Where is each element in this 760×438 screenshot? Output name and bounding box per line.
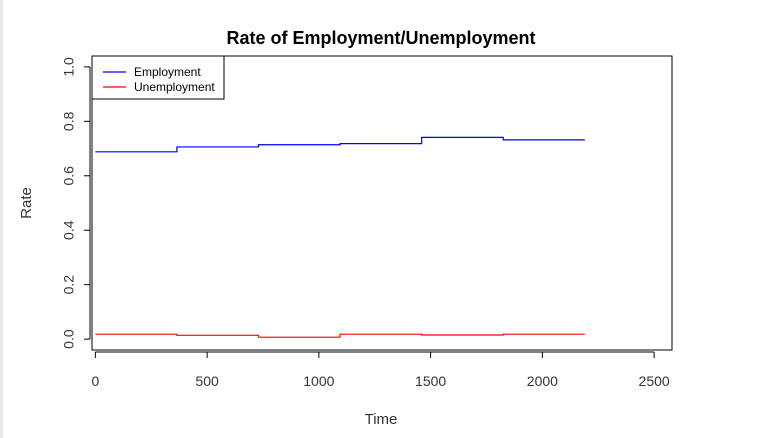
x-axis: 0 500 1000 1500 2000 2500 bbox=[91, 351, 670, 389]
x-tick-label-5: 2500 bbox=[639, 373, 670, 389]
x-axis-title: Time bbox=[365, 411, 398, 428]
legend-box bbox=[91, 55, 225, 100]
plot-area-frame bbox=[91, 55, 673, 351]
y-tick-label-1: 0.2 bbox=[61, 275, 77, 295]
y-tick-label-3: 0.6 bbox=[61, 166, 77, 186]
y-axis-title: Rate bbox=[18, 187, 35, 219]
series-line-unemployment bbox=[95, 333, 585, 338]
chart-title: Rate of Employment/Unemployment bbox=[226, 28, 535, 48]
y-tick-label-2: 0.4 bbox=[61, 220, 77, 240]
x-tick-label-2: 1000 bbox=[303, 373, 334, 389]
x-tick-label-4: 2000 bbox=[527, 373, 558, 389]
x-tick-label-1: 500 bbox=[195, 373, 219, 389]
y-tick-label-5: 1.0 bbox=[61, 57, 77, 77]
legend-label-employment: Employment bbox=[134, 65, 201, 79]
y-axis: 0.0 0.2 0.4 0.6 0.8 1.0 bbox=[61, 57, 91, 349]
legend-label-unemployment: Unemployment bbox=[134, 80, 215, 94]
series-layer bbox=[95, 136, 585, 338]
x-tick-label-3: 1500 bbox=[415, 373, 446, 389]
x-tick-label-0: 0 bbox=[91, 373, 99, 389]
series-line-employment bbox=[95, 136, 585, 153]
left-border-strip bbox=[0, 0, 3, 438]
y-tick-label-0: 0.0 bbox=[61, 329, 77, 349]
y-tick-label-4: 0.8 bbox=[61, 111, 77, 131]
